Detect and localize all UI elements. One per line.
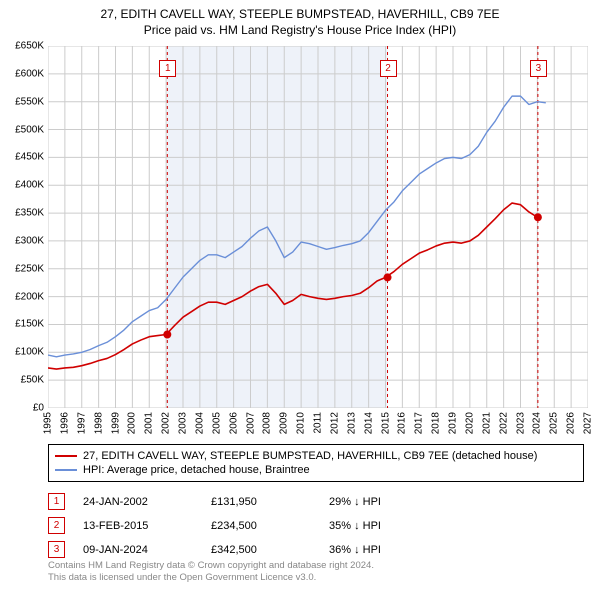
x-axis-label: 2027 (583, 412, 594, 434)
x-axis-label: 2026 (566, 412, 577, 434)
x-axis-label: 1996 (59, 412, 70, 434)
legend-text-property: 27, EDITH CAVELL WAY, STEEPLE BUMPSTEAD,… (83, 450, 537, 462)
x-axis-label: 2017 (414, 412, 425, 434)
legend-row-hpi: HPI: Average price, detached house, Brai… (55, 463, 577, 477)
x-axis-label: 1998 (93, 412, 104, 434)
y-axis-label: £50K (21, 375, 44, 386)
x-axis-label: 2000 (127, 412, 138, 434)
x-axis-label: 2015 (380, 412, 391, 434)
legend-box: 27, EDITH CAVELL WAY, STEEPLE BUMPSTEAD,… (48, 444, 584, 482)
legend-swatch-property (55, 455, 77, 457)
y-axis-label: £550K (15, 96, 44, 107)
y-axis-label: £350K (15, 208, 44, 219)
x-axis-label: 2005 (211, 412, 222, 434)
title-line-1: 27, EDITH CAVELL WAY, STEEPLE BUMPSTEAD,… (0, 6, 600, 22)
x-axis-label: 2010 (296, 412, 307, 434)
x-axis-label: 2016 (397, 412, 408, 434)
transaction-price: £131,950 (211, 496, 311, 508)
y-axis-label: £450K (15, 152, 44, 163)
x-axis-label: 2014 (363, 412, 374, 434)
x-axis-label: 2023 (515, 412, 526, 434)
x-axis-label: 2024 (532, 412, 543, 434)
x-axis-label: 2004 (194, 412, 205, 434)
y-axis-label: £200K (15, 291, 44, 302)
x-axis-label: 2025 (549, 412, 560, 434)
transaction-marker: 2 (48, 517, 65, 534)
y-axis-label: £150K (15, 319, 44, 330)
x-axis-label: 1999 (110, 412, 121, 434)
y-axis-label: £250K (15, 263, 44, 274)
legend-text-hpi: HPI: Average price, detached house, Brai… (83, 464, 310, 476)
x-axis-label: 2009 (279, 412, 290, 434)
x-axis-label: 2003 (178, 412, 189, 434)
legend-swatch-hpi (55, 469, 77, 471)
x-axis-label: 2020 (464, 412, 475, 434)
page-root: 27, EDITH CAVELL WAY, STEEPLE BUMPSTEAD,… (0, 0, 600, 590)
y-axis-label: £300K (15, 235, 44, 246)
y-axis-label: £400K (15, 180, 44, 191)
marker-box: 2 (380, 60, 397, 77)
transaction-marker: 1 (48, 493, 65, 510)
x-axis-label: 2008 (262, 412, 273, 434)
y-axis-label: £500K (15, 124, 44, 135)
transaction-row: 1 24-JAN-2002 £131,950 29% ↓ HPI (48, 490, 584, 514)
x-axis-label: 1997 (76, 412, 87, 434)
y-axis-label: £600K (15, 68, 44, 79)
chart-title: 27, EDITH CAVELL WAY, STEEPLE BUMPSTEAD,… (0, 0, 600, 38)
transaction-delta: 29% ↓ HPI (329, 496, 381, 508)
y-axis-label: £100K (15, 347, 44, 358)
x-axis-label: 2013 (346, 412, 357, 434)
x-axis-label: 2007 (245, 412, 256, 434)
transaction-marker: 3 (48, 541, 65, 558)
x-axis-label: 2006 (228, 412, 239, 434)
legend-row-property: 27, EDITH CAVELL WAY, STEEPLE BUMPSTEAD,… (55, 449, 577, 463)
license-line-1: Contains HM Land Registry data © Crown c… (48, 560, 374, 572)
license-line-2: This data is licensed under the Open Gov… (48, 572, 374, 584)
x-axis-label: 2022 (498, 412, 509, 434)
chart-svg (48, 46, 588, 408)
x-axis-label: 1995 (43, 412, 54, 434)
transactions-table: 1 24-JAN-2002 £131,950 29% ↓ HPI 2 13-FEB-201… (48, 490, 584, 562)
x-axis-label: 2018 (431, 412, 442, 434)
chart-area: £0£50K£100K£150K£200K£250K£300K£350K£400… (48, 46, 588, 408)
transaction-delta: 36% ↓ HPI (329, 544, 381, 556)
x-axis-label: 2001 (144, 412, 155, 434)
marker-box: 1 (159, 60, 176, 77)
y-axis-label: £650K (15, 41, 44, 52)
marker-box: 3 (530, 60, 547, 77)
license-text: Contains HM Land Registry data © Crown c… (48, 560, 374, 585)
x-axis-label: 2011 (313, 412, 324, 434)
transaction-price: £342,500 (211, 544, 311, 556)
x-axis-label: 2021 (481, 412, 492, 434)
transaction-price: £234,500 (211, 520, 311, 532)
transaction-date: 13-FEB-2015 (83, 520, 193, 532)
x-axis-label: 2002 (161, 412, 172, 434)
x-axis-label: 2019 (448, 412, 459, 434)
transaction-date: 24-JAN-2002 (83, 496, 193, 508)
transaction-delta: 35% ↓ HPI (329, 520, 381, 532)
transaction-row: 3 09-JAN-2024 £342,500 36% ↓ HPI (48, 538, 584, 562)
x-axis-label: 2012 (329, 412, 340, 434)
title-line-2: Price paid vs. HM Land Registry's House … (0, 22, 600, 38)
transaction-date: 09-JAN-2024 (83, 544, 193, 556)
transaction-row: 2 13-FEB-2015 £234,500 35% ↓ HPI (48, 514, 584, 538)
